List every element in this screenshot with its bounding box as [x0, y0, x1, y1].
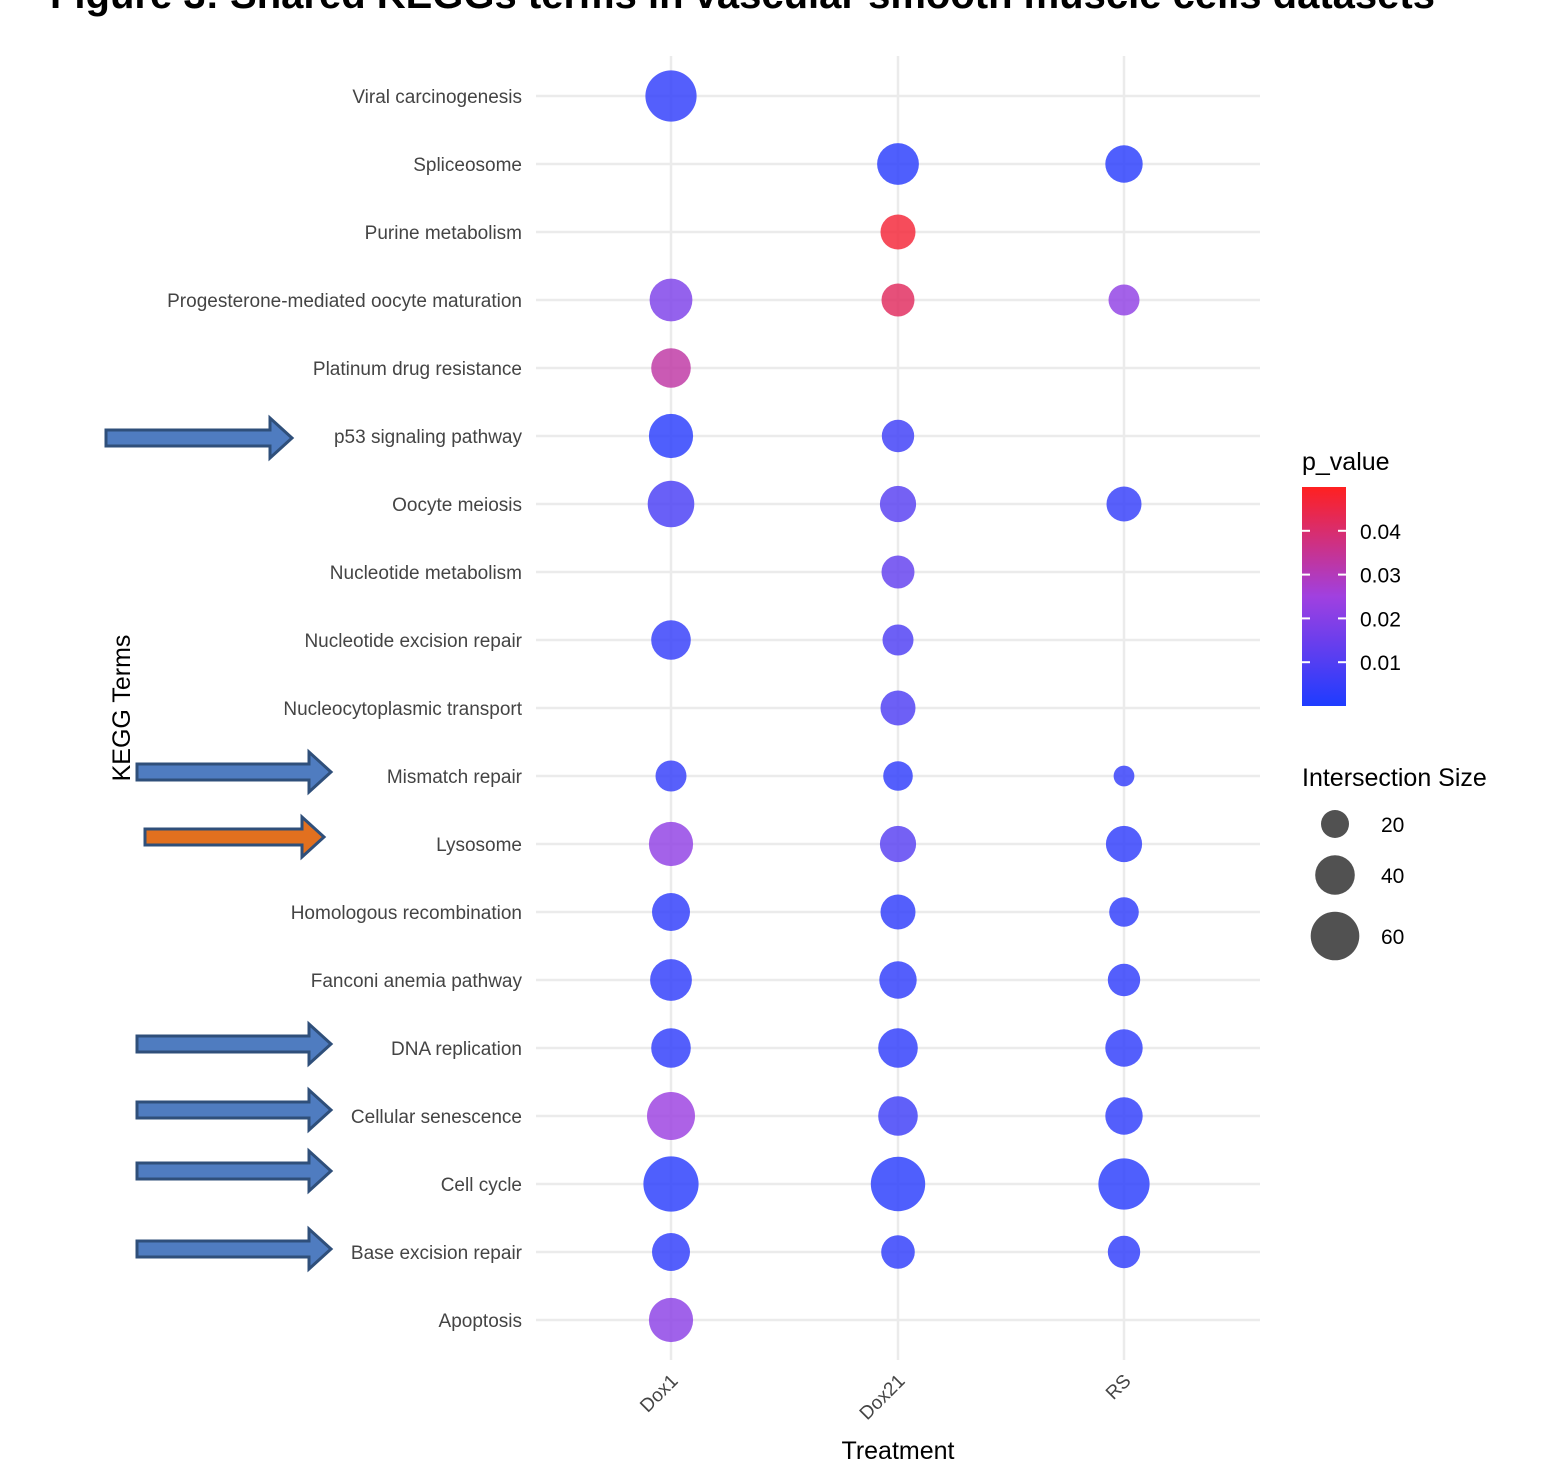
- size-legend: Intersection Size 20 40 60: [1302, 764, 1487, 961]
- figure-title: Figure 3: Shared KEGGs terms in vascular…: [50, 0, 1435, 17]
- point-dox1-nucleotide-excision-repair: [651, 620, 691, 660]
- point-dox21-nucleotide-metabolism: [881, 555, 915, 589]
- arrow-base-excision-repair: [135, 1225, 334, 1273]
- point-rs-cell-cycle: [1098, 1158, 1150, 1210]
- x-tick-label-dox21: Dox21: [856, 1371, 910, 1425]
- point-rs-progesterone-mediated-oocyte-maturation: [1108, 284, 1140, 316]
- x-tick-label-rs: RS: [1102, 1371, 1136, 1405]
- arrow-mismatch-repair: [135, 748, 334, 796]
- point-dox1-lysosome: [648, 821, 694, 867]
- y-tick-label-spliceosome: Spliceosome: [413, 155, 522, 176]
- y-tick-label-cellular-senescence: Cellular senescence: [351, 1107, 522, 1128]
- point-dox21-oocyte-meiosis: [879, 485, 917, 523]
- size-legend-label: 40: [1381, 865, 1404, 888]
- y-tick-label-fanconi-anemia-pathway: Fanconi anemia pathway: [311, 971, 523, 992]
- y-tick-label-apoptosis: Apoptosis: [439, 1311, 522, 1332]
- y-tick-label-oocyte-meiosis: Oocyte meiosis: [392, 495, 522, 516]
- size-legend-circle: [1315, 855, 1355, 895]
- point-rs-spliceosome: [1105, 145, 1143, 183]
- size-legend-circle: [1321, 810, 1349, 838]
- color-legend-label: 0.04: [1360, 521, 1401, 544]
- point-dox21-cellular-senescence: [878, 1096, 918, 1136]
- y-tick-label-cell-cycle: Cell cycle: [441, 1175, 522, 1196]
- point-dox21-cell-cycle: [870, 1156, 926, 1212]
- point-dox21-fanconi-anemia-pathway: [879, 961, 917, 999]
- data-points: [643, 70, 1150, 1343]
- point-dox21-purine-metabolism: [880, 214, 916, 250]
- point-dox21-progesterone-mediated-oocyte-maturation: [881, 283, 915, 317]
- point-dox21-spliceosome: [877, 143, 919, 185]
- point-dox21-nucleotide-excision-repair: [882, 624, 914, 656]
- point-dox1-cellular-senescence: [647, 1092, 695, 1140]
- point-dox1-mismatch-repair: [655, 760, 687, 792]
- point-dox21-p53-signaling-pathway: [881, 419, 915, 453]
- point-rs-cellular-senescence: [1105, 1097, 1143, 1135]
- point-dox21-homologous-recombination: [880, 894, 916, 930]
- color-legend-label: 0.02: [1360, 608, 1401, 631]
- color-legend-label: 0.03: [1360, 565, 1401, 588]
- arrow-cellular-senescence: [135, 1086, 334, 1134]
- y-tick-label-progesterone-mediated-oocyte-maturation: Progesterone-mediated oocyte maturation: [167, 291, 522, 312]
- point-dox1-viral-carcinogenesis: [645, 70, 697, 122]
- point-rs-dna-replication: [1105, 1029, 1143, 1067]
- y-tick-label-mismatch-repair: Mismatch repair: [387, 767, 523, 788]
- arrow-cell-cycle: [135, 1147, 334, 1195]
- y-tick-labels: Viral carcinogenesis Spliceosome Purine me…: [167, 87, 523, 1332]
- y-tick-label-dna-replication: DNA replication: [391, 1039, 522, 1060]
- arrow-lysosome: [143, 813, 327, 861]
- point-dox1-base-excision-repair: [652, 1233, 690, 1271]
- y-tick-label-nucleotide-excision-repair: Nucleotide excision repair: [304, 631, 522, 652]
- point-dox1-homologous-recombination: [652, 893, 690, 931]
- point-dox1-oocyte-meiosis: [647, 480, 695, 528]
- color-legend-bar: [1302, 487, 1346, 706]
- point-dox21-nucleocytoplasmic-transport: [880, 690, 916, 726]
- point-rs-lysosome: [1105, 825, 1143, 863]
- point-dox1-cell-cycle: [643, 1156, 699, 1212]
- point-rs-base-excision-repair: [1107, 1235, 1141, 1269]
- point-rs-fanconi-anemia-pathway: [1107, 963, 1141, 997]
- x-axis-title: Treatment: [841, 1437, 954, 1461]
- point-dox1-fanconi-anemia-pathway: [650, 959, 692, 1001]
- y-tick-label-nucleocytoplasmic-transport: Nucleocytoplasmic transport: [283, 699, 522, 720]
- point-rs-oocyte-meiosis: [1106, 486, 1142, 522]
- highlight-arrows: [104, 414, 334, 1273]
- y-tick-label-base-excision-repair: Base excision repair: [351, 1243, 523, 1264]
- size-legend-label: 20: [1381, 814, 1404, 837]
- y-tick-label-lysosome: Lysosome: [436, 835, 522, 856]
- y-tick-label-platinum-drug-resistance: Platinum drug resistance: [313, 359, 522, 380]
- color-legend: p_value 0.04 0.03 0.02 0.01: [1302, 448, 1401, 706]
- x-tick-label-dox1: Dox1: [636, 1371, 682, 1417]
- point-dox21-base-excision-repair: [881, 1235, 915, 1269]
- point-dox1-dna-replication: [651, 1028, 691, 1068]
- y-tick-label-purine-metabolism: Purine metabolism: [365, 223, 522, 244]
- y-tick-label-nucleotide-metabolism: Nucleotide metabolism: [330, 563, 522, 584]
- point-dox21-mismatch-repair: [883, 761, 913, 791]
- color-legend-title: p_value: [1302, 448, 1390, 476]
- x-tick-labels: Dox1 Dox21 RS: [636, 1371, 1135, 1425]
- point-dox1-platinum-drug-resistance: [651, 348, 691, 388]
- y-axis-title: KEGG Terms: [108, 635, 136, 782]
- y-tick-label-homologous-recombination: Homologous recombination: [291, 903, 522, 924]
- y-tick-label-viral-carcinogenesis: Viral carcinogenesis: [352, 87, 522, 108]
- size-legend-circle: [1310, 911, 1360, 961]
- point-dox1-p53-signaling-pathway: [648, 413, 694, 459]
- point-rs-mismatch-repair: [1113, 765, 1135, 787]
- point-dox21-lysosome: [879, 825, 917, 863]
- size-legend-label: 60: [1381, 926, 1404, 949]
- point-rs-homologous-recombination: [1109, 897, 1139, 927]
- size-legend-title: Intersection Size: [1302, 764, 1487, 792]
- color-legend-label: 0.01: [1360, 652, 1401, 675]
- point-dox1-apoptosis: [648, 1297, 694, 1343]
- point-dox21-dna-replication: [878, 1028, 918, 1068]
- arrow-dna-replication: [135, 1020, 334, 1068]
- point-dox1-progesterone-mediated-oocyte-maturation: [649, 278, 693, 322]
- y-tick-label-p53-signaling-pathway: p53 signaling pathway: [334, 427, 523, 448]
- arrow-p53-signaling-pathway: [104, 414, 295, 462]
